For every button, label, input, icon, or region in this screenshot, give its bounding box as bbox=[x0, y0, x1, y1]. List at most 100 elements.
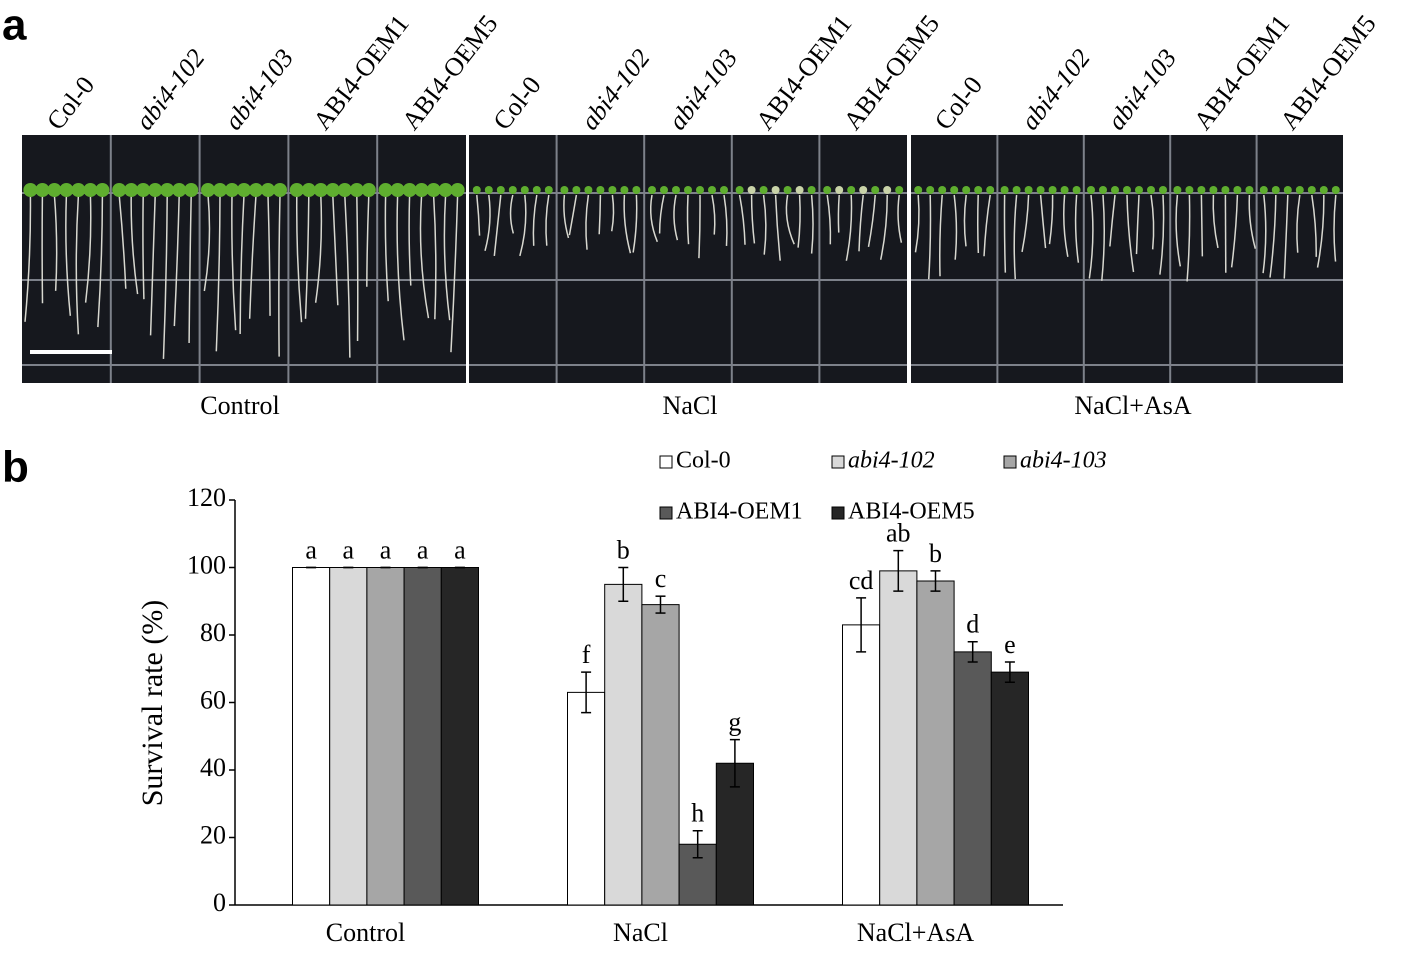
root bbox=[356, 194, 359, 342]
leaf bbox=[337, 183, 352, 197]
error-bar bbox=[581, 671, 592, 714]
leaf bbox=[249, 183, 263, 197]
leaf bbox=[1245, 186, 1254, 194]
leaf bbox=[325, 183, 340, 197]
leaf bbox=[136, 183, 151, 197]
leaf bbox=[349, 183, 364, 197]
leaf bbox=[160, 183, 175, 197]
y-tick-label: 20 bbox=[200, 820, 226, 849]
root bbox=[203, 194, 211, 292]
leaf bbox=[660, 186, 668, 194]
root bbox=[1283, 194, 1289, 279]
root bbox=[450, 194, 459, 353]
root bbox=[1126, 194, 1135, 273]
leaf bbox=[1295, 186, 1304, 194]
root bbox=[1269, 194, 1277, 278]
significance-letter: a bbox=[454, 535, 466, 564]
leaf bbox=[508, 186, 517, 194]
leaf bbox=[926, 186, 935, 194]
root bbox=[1088, 194, 1094, 279]
error-bar bbox=[930, 570, 941, 592]
leaf bbox=[795, 186, 804, 194]
leaf bbox=[1331, 186, 1340, 194]
leaf bbox=[301, 183, 316, 197]
root bbox=[953, 194, 958, 260]
root bbox=[304, 194, 310, 319]
root bbox=[698, 194, 701, 259]
leaf bbox=[520, 186, 529, 194]
root bbox=[563, 194, 570, 239]
leaf bbox=[950, 186, 959, 194]
root bbox=[53, 194, 58, 291]
leaf bbox=[23, 183, 38, 197]
leaf bbox=[684, 186, 692, 194]
leaf bbox=[532, 186, 541, 194]
leaf bbox=[974, 186, 983, 194]
plate bbox=[911, 135, 1343, 383]
leaf bbox=[83, 183, 98, 197]
root bbox=[118, 194, 127, 289]
leaf bbox=[1159, 186, 1167, 194]
root bbox=[1048, 194, 1054, 245]
root bbox=[879, 194, 888, 260]
leaf bbox=[823, 186, 832, 194]
error-bar bbox=[692, 830, 703, 859]
bar bbox=[440, 567, 479, 906]
root bbox=[610, 194, 615, 232]
bar bbox=[366, 567, 405, 906]
leaf bbox=[807, 186, 816, 194]
root bbox=[344, 194, 351, 358]
error-bar bbox=[893, 549, 904, 592]
panel-label: a bbox=[2, 1, 27, 50]
leaf bbox=[1271, 186, 1280, 194]
root bbox=[408, 194, 412, 286]
root bbox=[509, 194, 515, 234]
root bbox=[1013, 194, 1018, 280]
root bbox=[1074, 194, 1080, 263]
leaf bbox=[361, 183, 376, 197]
leaf bbox=[213, 183, 227, 197]
leaf bbox=[1209, 186, 1218, 194]
leaf bbox=[620, 186, 629, 194]
significance-letter: a bbox=[343, 535, 355, 564]
error-bar bbox=[655, 595, 666, 614]
root bbox=[867, 194, 876, 247]
leaf bbox=[771, 186, 780, 194]
root bbox=[97, 194, 104, 328]
significance-letter: cd bbox=[849, 566, 874, 595]
leaf bbox=[450, 183, 465, 197]
root bbox=[711, 194, 716, 235]
error-bar bbox=[618, 566, 629, 602]
root bbox=[963, 194, 967, 247]
root bbox=[1109, 194, 1116, 247]
root bbox=[658, 194, 665, 234]
bar bbox=[953, 651, 992, 906]
root bbox=[1230, 194, 1239, 268]
seedling-photo bbox=[22, 135, 1343, 383]
leaf bbox=[608, 186, 617, 194]
leaf bbox=[986, 186, 995, 194]
legend-swatch bbox=[831, 506, 845, 520]
root bbox=[774, 194, 781, 261]
root bbox=[142, 194, 145, 300]
root bbox=[278, 194, 281, 357]
leaf bbox=[1060, 186, 1069, 194]
leaf bbox=[414, 183, 429, 197]
root bbox=[810, 194, 814, 254]
leaf bbox=[962, 186, 971, 194]
leaf bbox=[1099, 186, 1107, 194]
root bbox=[976, 194, 980, 254]
leaf bbox=[1221, 186, 1230, 194]
root bbox=[686, 194, 690, 245]
significance-letter: h bbox=[691, 799, 704, 828]
legend-label: abi4-102 bbox=[848, 448, 935, 474]
leaf bbox=[672, 186, 680, 194]
leaf bbox=[1173, 186, 1182, 194]
root bbox=[484, 194, 491, 252]
root bbox=[1159, 194, 1165, 275]
root bbox=[1003, 194, 1007, 273]
x-tick-label: NaCl+AsA bbox=[857, 918, 974, 947]
leaf bbox=[1087, 186, 1095, 194]
y-axis-label: Survival rate (%) bbox=[136, 600, 169, 807]
